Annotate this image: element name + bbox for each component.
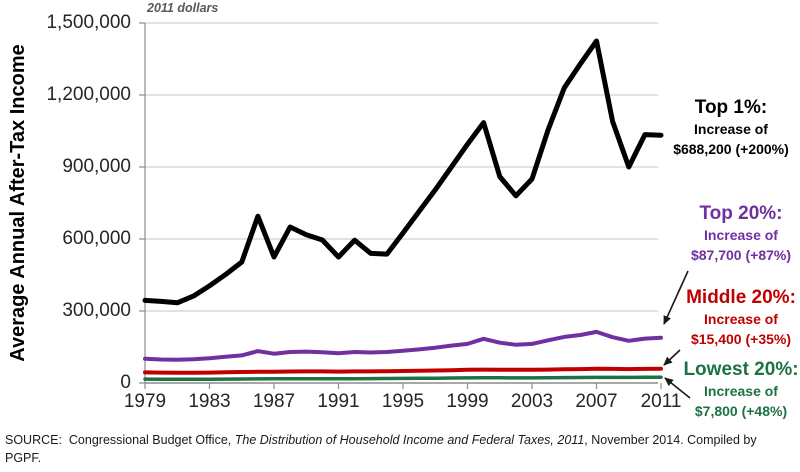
axes (139, 22, 662, 389)
annotation-lowest20-line2: $7,800 (+48%) (694, 403, 788, 419)
arrow-lowest20-icon (664, 377, 691, 399)
annotation-top1: Top 1%: Increase of $688,200 (+200%) (651, 97, 800, 159)
x-tick-label: 1979 (123, 391, 167, 412)
annotation-top1-line1: Increase of (694, 121, 768, 137)
annotation-lowest20: Lowest 20%: Increase of $7,800 (+48%) (661, 359, 800, 421)
annotation-top20-line2: $87,700 (+87%) (690, 247, 792, 263)
annotation-top20-line1: Increase of (704, 227, 778, 243)
source-line2: PGPF. (5, 451, 42, 465)
arrow-middle20-icon (663, 349, 681, 366)
x-tick-label: 1987 (252, 391, 296, 412)
annotation-top20: Top 20%: Increase of $87,700 (+87%) (661, 203, 800, 265)
annotation-middle20-line2: $15,400 (+35%) (690, 331, 792, 347)
y-tick-label: 600,000 (62, 228, 131, 249)
source-suffix: , November 2014. Compiled by (584, 433, 757, 447)
data-series (142, 38, 664, 382)
series-line-lowest-20- (143, 375, 663, 382)
annotation-lowest20-line1: Increase of (704, 383, 778, 399)
x-tick-label: 1999 (446, 391, 489, 412)
x-tick-label: 2011 (640, 391, 682, 412)
annotation-top1-line2: $688,200 (+200%) (673, 141, 789, 157)
units-note: 2011 dollars (147, 1, 219, 15)
series-line-top-20- (143, 329, 663, 362)
arrow-top20-icon (663, 270, 689, 325)
series-line-top-1- (142, 38, 664, 306)
x-tick-label: 1991 (317, 391, 360, 412)
series-line-middle-20- (143, 366, 663, 375)
x-tick-label: 1995 (381, 391, 425, 412)
source-line1: SOURCE: Congressional Budget Office, The… (5, 431, 797, 449)
plot-area (139, 22, 691, 399)
y-tick-label: 0 (120, 372, 131, 393)
annotation-top20-title: Top 20%: (699, 203, 783, 224)
annotation-middle20: Middle 20%: Increase of $15,400 (+35%) (661, 287, 800, 349)
y-tick-label: 1,500,000 (46, 12, 131, 33)
y-tick-label: 900,000 (62, 156, 131, 177)
x-tick-label: 2003 (510, 391, 554, 412)
annotation-arrows (663, 270, 691, 399)
y-tick-label: 300,000 (62, 300, 131, 321)
source-note: SOURCE: Congressional Budget Office, The… (5, 431, 797, 467)
source-prefix: SOURCE: Congressional Budget Office, (5, 433, 235, 447)
annotation-lowest20-title: Lowest 20%: (683, 359, 799, 380)
source-report-title: The Distribution of Household Income and… (234, 433, 585, 447)
annotation-middle20-line1: Increase of (704, 311, 778, 327)
x-tick-label: 1983 (188, 391, 231, 412)
annotation-top1-title: Top 1%: (694, 97, 768, 118)
y-tick-label: 1,200,000 (46, 84, 131, 105)
x-tick-label: 2007 (575, 391, 618, 412)
annotation-middle20-title: Middle 20%: (686, 287, 796, 308)
